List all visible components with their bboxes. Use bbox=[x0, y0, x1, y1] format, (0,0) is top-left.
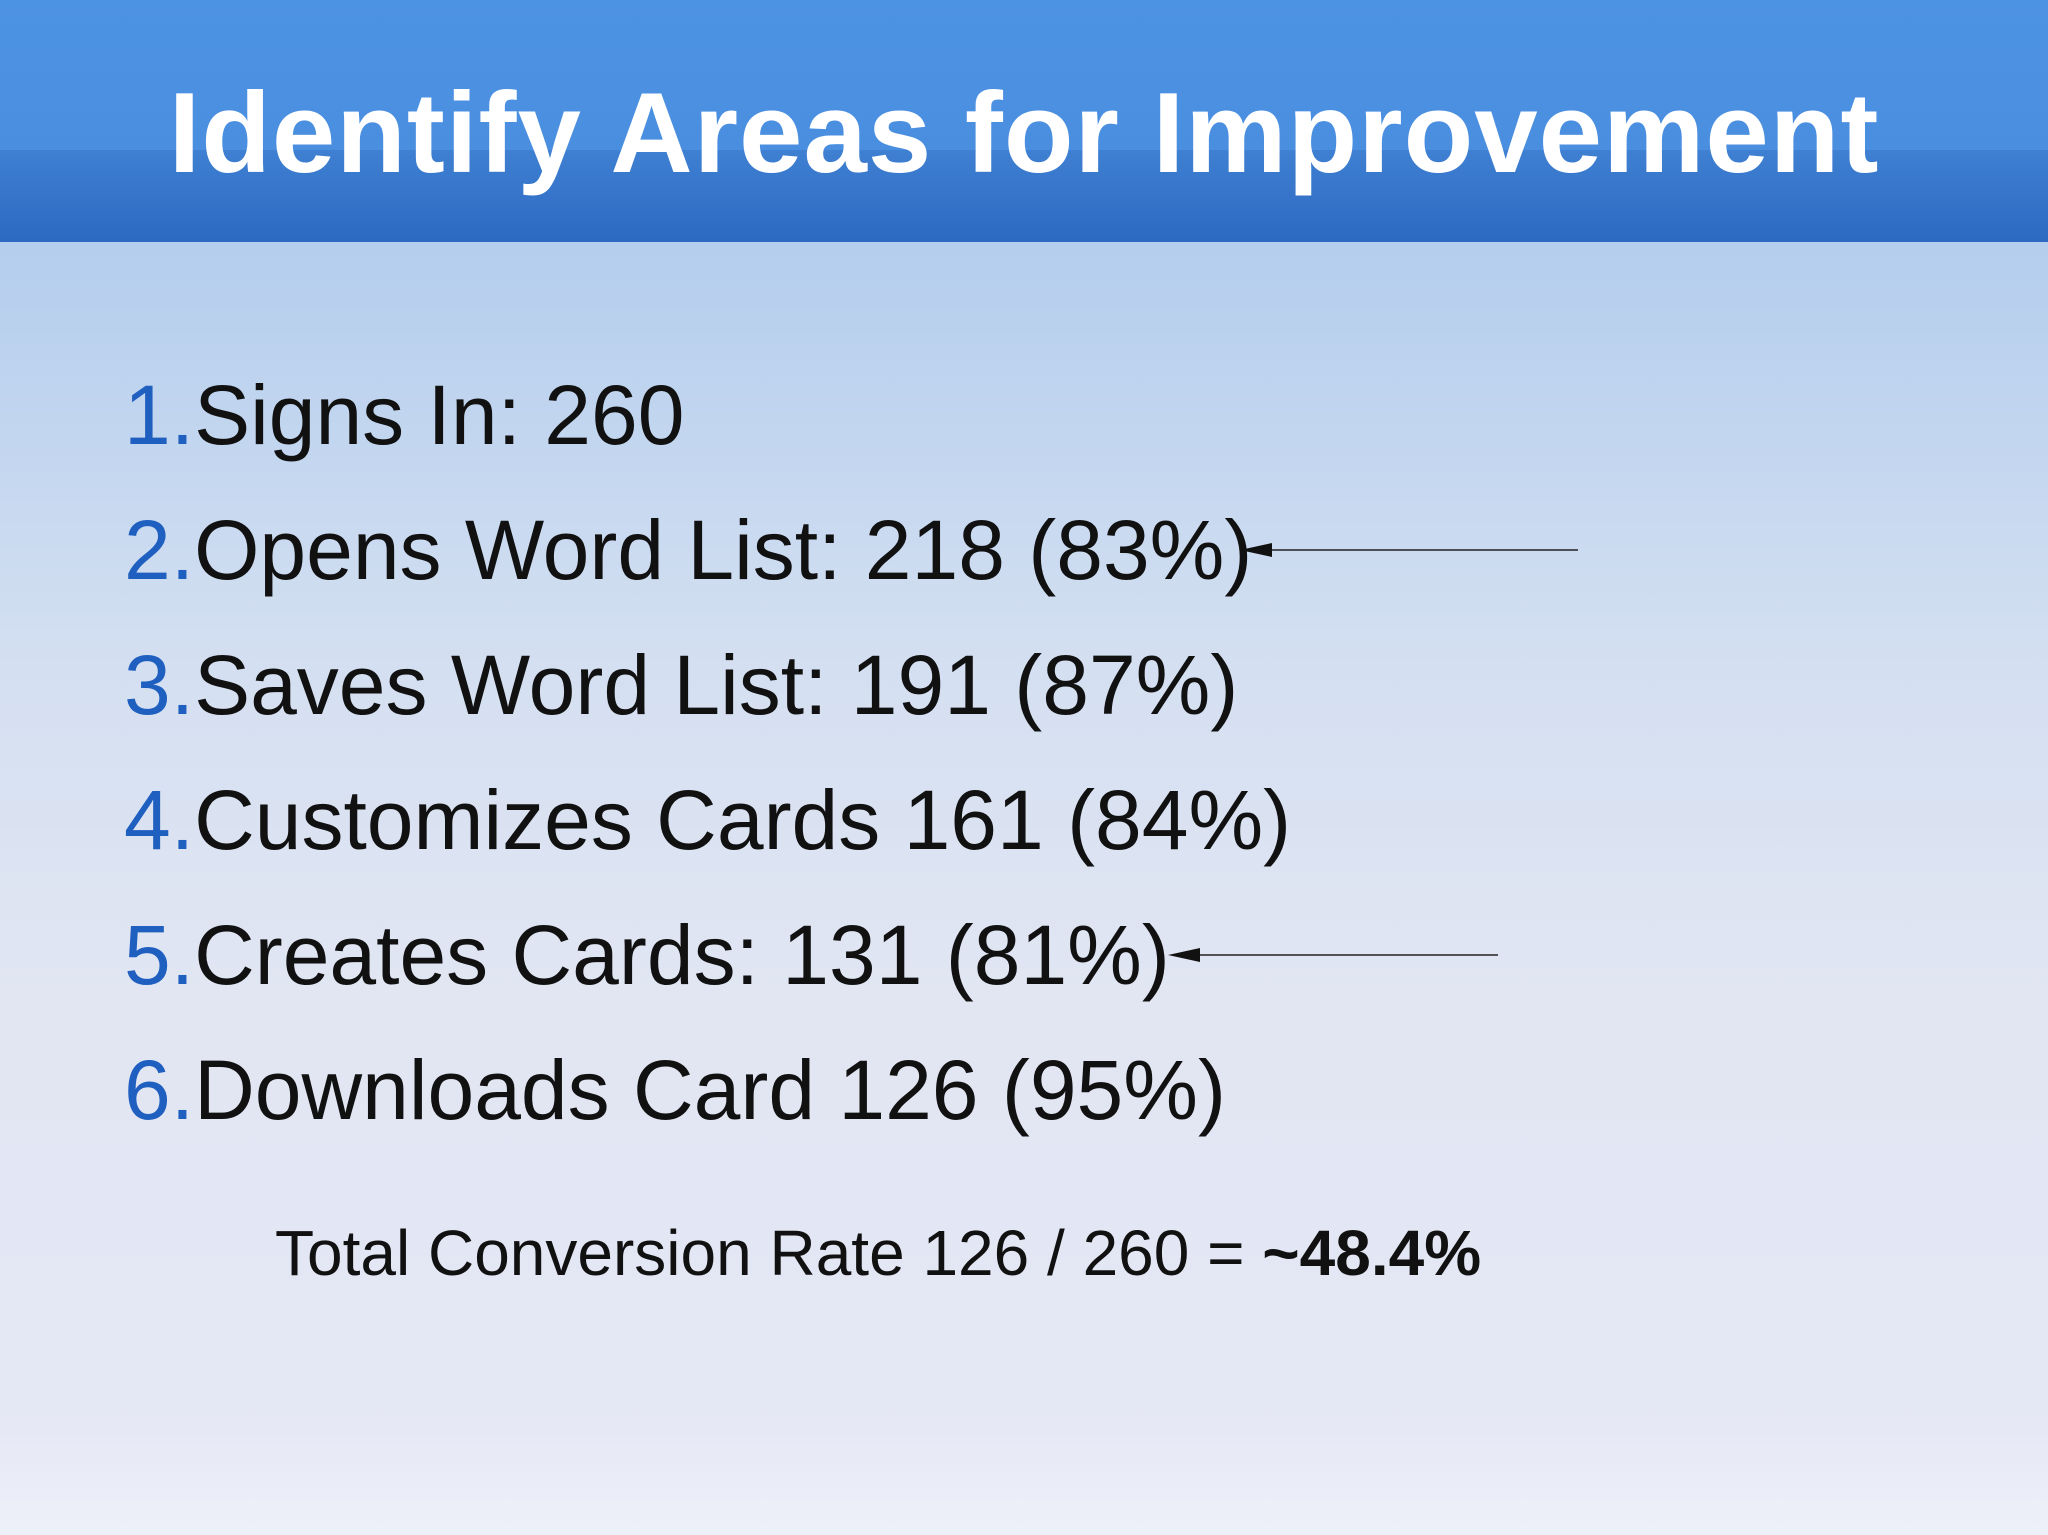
list-number: 2. bbox=[124, 503, 195, 597]
list-text: Signs In: 260 bbox=[194, 368, 685, 462]
list-number: 3. bbox=[124, 638, 195, 732]
list-item: 4.Customizes Cards 161 (84%) bbox=[124, 770, 1291, 905]
title-band bbox=[0, 150, 2048, 242]
total-conversion: Total Conversion Rate 126 / 260 = ~48.4% bbox=[275, 1208, 1481, 1298]
list-item: 5.Creates Cards: 131 (81%) bbox=[124, 905, 1498, 1040]
list-item: 2.Opens Word List: 218 (83%) bbox=[124, 500, 1578, 635]
list-item: 3.Saves Word List: 191 (87%) bbox=[124, 635, 1291, 770]
arrow-left-icon bbox=[1240, 540, 1580, 560]
list-text: Saves Word List: 191 (87%) bbox=[194, 638, 1239, 732]
total-value: ~48.4% bbox=[1262, 1217, 1482, 1289]
funnel-list: 1.Signs In: 260 2.Opens Word List: 218 (… bbox=[124, 365, 1578, 1175]
title-bar: Identify Areas for Improvement bbox=[0, 0, 2048, 242]
list-text: Opens Word List: 218 (83%) bbox=[194, 503, 1253, 597]
total-label: Total Conversion Rate 126 / 260 = bbox=[275, 1217, 1263, 1289]
list-number: 5. bbox=[124, 908, 195, 1002]
list-number: 1. bbox=[124, 368, 195, 462]
slide-title: Identify Areas for Improvement bbox=[168, 70, 1880, 197]
list-item: 1.Signs In: 260 bbox=[124, 365, 1291, 500]
list-number: 4. bbox=[124, 773, 195, 867]
list-text: Customizes Cards 161 (84%) bbox=[194, 773, 1292, 867]
list-number: 6. bbox=[124, 1043, 195, 1137]
list-text: Creates Cards: 131 (81%) bbox=[194, 908, 1170, 1002]
list-text: Downloads Card 126 (95%) bbox=[194, 1043, 1226, 1137]
list-item: 6.Downloads Card 126 (95%) bbox=[124, 1040, 1291, 1175]
arrow-left-icon bbox=[1168, 945, 1508, 965]
